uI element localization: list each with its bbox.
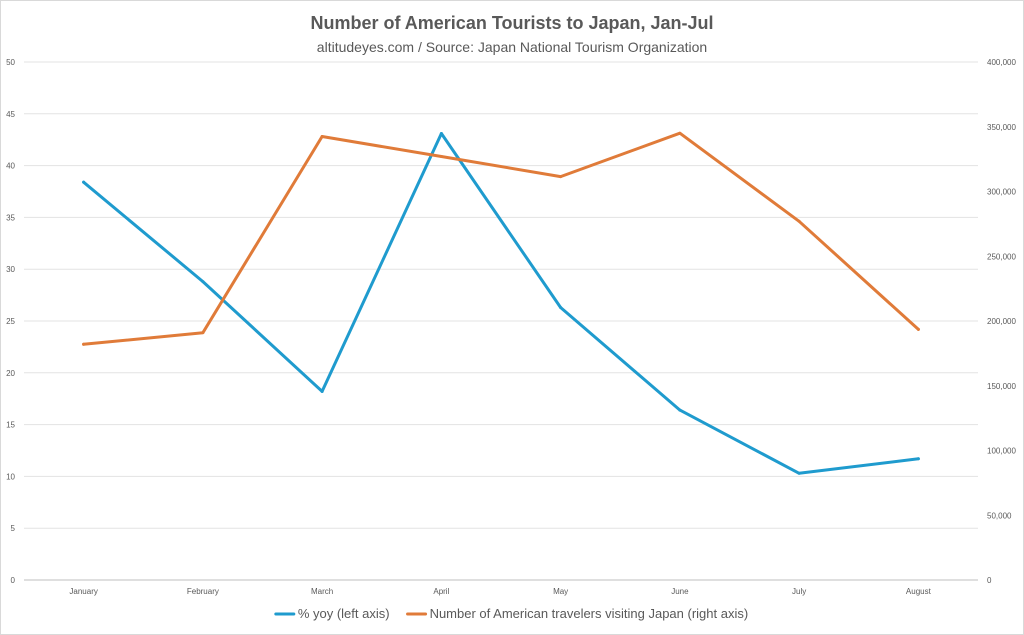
data-point [559,306,563,310]
right-tick-label: 200,000 [987,317,1016,326]
x-tick-label: January [69,587,97,596]
data-point [559,175,563,179]
x-tick-label: June [671,587,689,596]
data-point [201,331,205,335]
legend-label-2: Number of American travelers visiting Ja… [430,606,749,621]
right-tick-label: 150,000 [987,382,1016,391]
right-tick-label: 0 [987,576,992,585]
right-tick-label: 400,000 [987,58,1016,67]
right-tick-label: 300,000 [987,188,1016,197]
left-tick-label: 35 [6,213,15,222]
data-point [201,280,205,284]
data-point [916,457,920,461]
right-tick-label: 100,000 [987,447,1016,456]
data-point [320,134,324,138]
right-tick-label: 250,000 [987,252,1016,261]
gridlines [24,61,978,581]
right-tick-label: 350,000 [987,123,1016,132]
left-tick-label: 15 [6,421,15,430]
right-axis-ticks: 0 50,000 100,000 150,000 200,000 250,000 300,0… [987,58,1016,585]
data-point [439,131,443,135]
x-axis-ticks: January February March April May June July Augu… [69,587,931,596]
legend-label-1: % yoy (left axis) [298,606,390,621]
left-axis-ticks: 0 5 10 15 20 25 30 35 40 45 50 [6,58,15,585]
left-tick-label: 5 [11,524,16,533]
data-point [320,389,324,393]
series-lines [82,131,920,475]
x-tick-label: August [906,587,932,596]
left-tick-label: 30 [6,265,15,274]
left-tick-label: 0 [11,576,16,585]
left-tick-label: 10 [6,472,15,481]
data-point [797,219,801,223]
data-point [82,342,86,346]
left-tick-label: 40 [6,162,15,171]
left-tick-label: 45 [6,110,15,119]
x-tick-label: March [311,587,333,596]
data-point [678,408,682,412]
data-point [678,131,682,135]
data-point [797,471,801,475]
x-tick-label: May [553,587,568,596]
chart-subtitle: altitudeyes.com / Source: Japan National… [316,39,708,55]
left-tick-label: 25 [6,317,15,326]
data-point [82,180,86,184]
series-line-2 [82,131,920,346]
x-tick-label: July [792,587,806,596]
left-tick-label: 50 [6,58,15,67]
x-tick-label: February [187,587,219,596]
series-line-1 [82,132,920,475]
data-point [439,155,443,159]
right-tick-label: 50,000 [987,511,1012,520]
x-tick-label: April [433,587,449,596]
data-point [916,327,920,331]
legend: % yoy (left axis) Number of American trav… [274,606,749,621]
left-tick-label: 20 [6,369,15,378]
chart-title: Number of American Tourists to Japan, Ja… [310,13,714,33]
